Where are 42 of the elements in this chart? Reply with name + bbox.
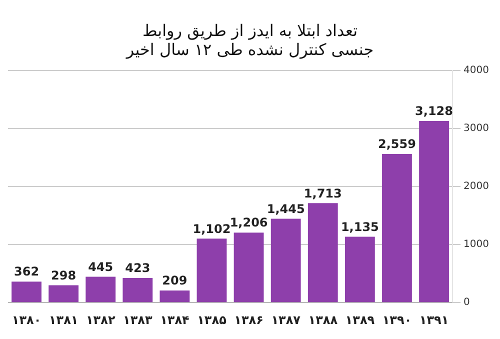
y-tick-label: 1000	[464, 239, 490, 250]
data-label: 362	[14, 264, 40, 279]
x-tick-label: ۱۳۸۶	[234, 312, 264, 327]
data-label: 2,559	[378, 137, 416, 152]
bar	[160, 290, 190, 302]
x-tick-label: ۱۳۸۰	[12, 312, 42, 327]
x-tick-label: ۱۳۸۸	[308, 312, 338, 327]
bar	[12, 282, 42, 302]
data-label: 1,102	[192, 222, 231, 236]
bar	[419, 121, 449, 302]
x-tick-label: ۱۳۹۱	[419, 312, 449, 327]
x-tick-label: ۱۳۸۲	[86, 312, 116, 327]
y-tick-label: 0	[464, 297, 470, 308]
x-tick-label: ۱۳۸۳	[123, 312, 153, 327]
y-tick-label: 4000	[464, 64, 490, 76]
bar	[86, 276, 116, 302]
data-label: 1,445	[266, 202, 305, 216]
bar	[270, 218, 301, 302]
y-tick-label: 2000	[464, 181, 490, 192]
bar	[344, 236, 375, 302]
x-tick-label: ۱۳۸۴	[160, 312, 190, 327]
bar	[382, 154, 412, 302]
x-tick-label: ۱۳۹۰	[382, 312, 412, 327]
x-tick-label: ۱۳۸۷	[271, 312, 302, 327]
bar	[196, 238, 227, 302]
x-tick-label: ۱۳۸۱	[48, 312, 78, 327]
data-label: 445	[88, 260, 114, 274]
chart-title: تعداد ابتلا به ایدز از طریق روابط جنسی کنترل نشده طی ۱۲ سال اخیر	[125, 20, 374, 59]
bar	[234, 232, 264, 302]
bar	[122, 278, 153, 302]
x-tick-label: ۱۳۸۹	[345, 312, 376, 327]
data-label: 298	[51, 268, 76, 282]
data-label: 1,135	[340, 220, 379, 234]
data-label: 209	[162, 274, 188, 288]
data-label: 3,128	[415, 104, 454, 118]
data-label: 1,713	[304, 186, 342, 200]
y-tick-label: 3000	[464, 123, 490, 134]
data-label: 1,206	[230, 216, 268, 230]
bar	[48, 285, 79, 302]
data-label: 423	[125, 261, 150, 276]
x-tick-label: ۱۳۸۵	[197, 312, 226, 327]
bar	[308, 203, 338, 302]
